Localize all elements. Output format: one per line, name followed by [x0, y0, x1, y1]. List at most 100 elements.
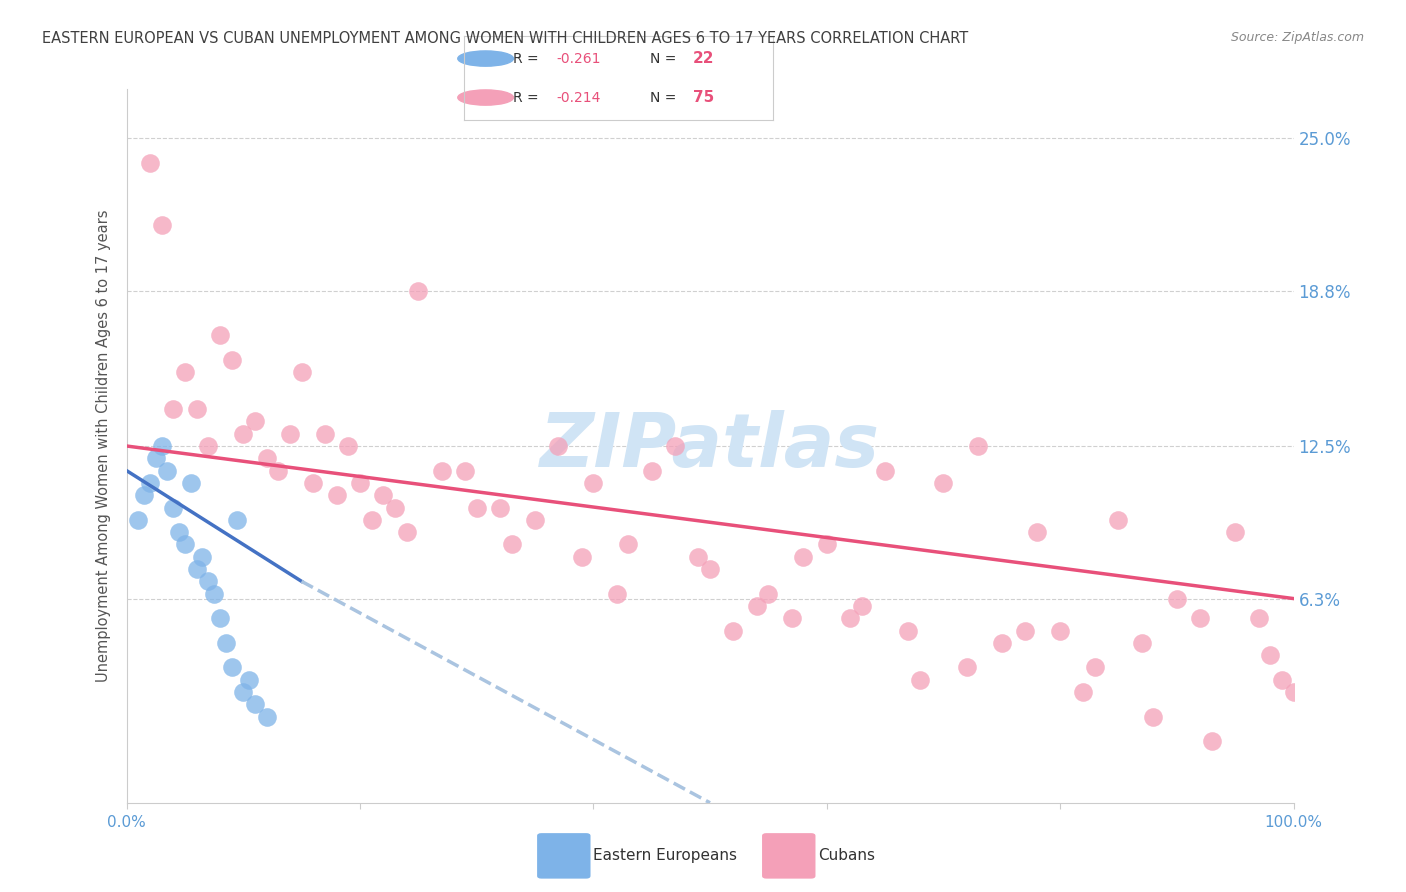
Text: 0.0%: 0.0% — [107, 815, 146, 830]
Point — [325, 488, 347, 502]
Point — [1341, 660, 1364, 674]
Point — [489, 500, 512, 515]
Point — [243, 698, 266, 712]
Text: Eastern Europeans: Eastern Europeans — [593, 848, 737, 863]
Point — [162, 500, 184, 515]
Point — [875, 464, 897, 478]
Point — [582, 475, 605, 490]
Point — [238, 673, 260, 687]
Point — [1201, 734, 1223, 748]
Point — [990, 636, 1012, 650]
Y-axis label: Unemployment Among Women with Children Ages 6 to 17 years: Unemployment Among Women with Children A… — [96, 210, 111, 682]
Point — [232, 685, 254, 699]
Point — [232, 426, 254, 441]
Point — [1130, 636, 1153, 650]
Point — [1073, 685, 1095, 699]
Text: -0.261: -0.261 — [557, 52, 602, 65]
Point — [167, 525, 190, 540]
Point — [373, 488, 395, 502]
Point — [174, 537, 197, 551]
Point — [186, 402, 208, 417]
Point — [1166, 591, 1188, 606]
Point — [571, 549, 593, 564]
Point — [547, 439, 569, 453]
Point — [699, 562, 721, 576]
Point — [162, 402, 184, 417]
Point — [640, 464, 664, 478]
Point — [215, 636, 238, 650]
Point — [290, 365, 312, 379]
Point — [186, 562, 208, 576]
Point — [1142, 709, 1164, 723]
Point — [337, 439, 360, 453]
Point — [127, 513, 149, 527]
Point — [1329, 636, 1351, 650]
Text: Cubans: Cubans — [818, 848, 876, 863]
Text: N =: N = — [650, 52, 681, 65]
Circle shape — [458, 90, 513, 105]
Point — [174, 365, 197, 379]
Point — [197, 574, 219, 589]
Point — [267, 464, 290, 478]
Point — [132, 488, 155, 502]
Point — [1258, 648, 1281, 662]
Point — [1014, 624, 1036, 638]
Point — [664, 439, 686, 453]
Point — [792, 549, 814, 564]
Text: ZIPatlas: ZIPatlas — [540, 409, 880, 483]
Point — [1294, 709, 1316, 723]
Point — [256, 451, 278, 466]
Point — [395, 525, 418, 540]
Point — [202, 587, 225, 601]
Point — [756, 587, 779, 601]
Point — [1049, 624, 1071, 638]
Point — [839, 611, 862, 625]
Point — [145, 451, 167, 466]
Point — [384, 500, 406, 515]
Point — [723, 624, 745, 638]
Point — [501, 537, 523, 551]
Point — [617, 537, 640, 551]
Point — [1084, 660, 1107, 674]
Point — [150, 439, 173, 453]
Point — [156, 464, 179, 478]
Point — [221, 352, 243, 367]
Point — [408, 284, 430, 298]
Text: -0.214: -0.214 — [557, 91, 602, 104]
Point — [314, 426, 336, 441]
Point — [967, 439, 990, 453]
Point — [815, 537, 838, 551]
Text: N =: N = — [650, 91, 681, 104]
Point — [278, 426, 301, 441]
Point — [226, 513, 249, 527]
Text: 22: 22 — [693, 51, 714, 66]
Point — [745, 599, 768, 613]
Point — [349, 475, 371, 490]
Point — [360, 513, 382, 527]
Point — [688, 549, 710, 564]
Text: 100.0%: 100.0% — [1264, 815, 1323, 830]
Point — [430, 464, 453, 478]
Point — [956, 660, 979, 674]
Text: 75: 75 — [693, 90, 714, 105]
Point — [606, 587, 628, 601]
Point — [150, 218, 173, 232]
Point — [1317, 599, 1340, 613]
Point — [256, 709, 278, 723]
Point — [139, 156, 162, 170]
Text: EASTERN EUROPEAN VS CUBAN UNEMPLOYMENT AMONG WOMEN WITH CHILDREN AGES 6 TO 17 YE: EASTERN EUROPEAN VS CUBAN UNEMPLOYMENT A… — [42, 31, 969, 46]
Point — [1108, 513, 1130, 527]
Point — [1306, 537, 1329, 551]
Point — [851, 599, 873, 613]
Point — [302, 475, 325, 490]
Point — [197, 439, 219, 453]
Text: R =: R = — [513, 52, 544, 65]
Point — [243, 414, 266, 428]
Point — [1271, 673, 1294, 687]
Point — [1223, 525, 1247, 540]
Point — [208, 328, 231, 343]
Point — [932, 475, 955, 490]
Point — [1189, 611, 1212, 625]
Point — [208, 611, 231, 625]
Point — [908, 673, 931, 687]
